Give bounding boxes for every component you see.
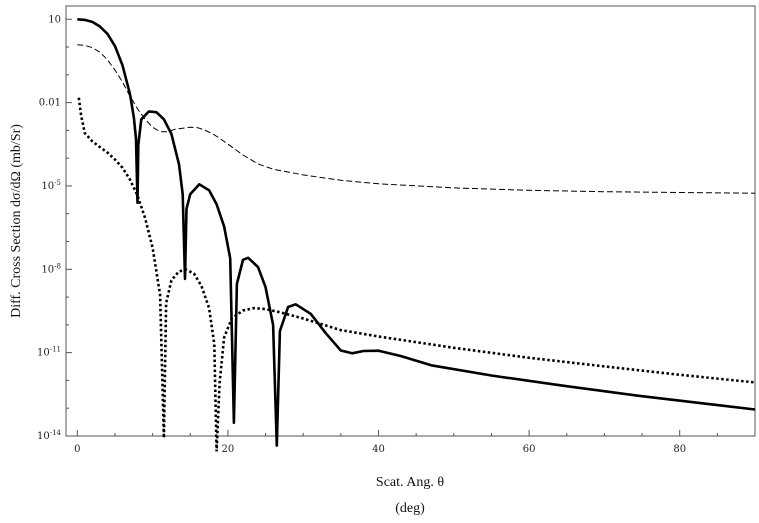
y-tick-label: 10-8 — [41, 262, 61, 275]
x-tick-label: 80 — [673, 444, 686, 455]
y-axis-title: Diff. Cross Section dσ/dΩ (mb/Sr) — [9, 124, 24, 318]
y-tick-label: 0.01 — [39, 98, 61, 109]
axis-ticks: 0 20 40 60 80 10 0.01 10-5 10-8 10-11 10-14 — [37, 14, 756, 455]
y-tick-label: 10-14 — [37, 429, 62, 442]
x-tick-label: 60 — [523, 444, 536, 455]
series-line-1 — [77, 18, 756, 447]
y-tick-label: 10-5 — [41, 179, 61, 192]
x-axis-title: Scat. Ang. θ — [376, 475, 444, 490]
x-tick-label: 40 — [372, 444, 385, 455]
plot-area-frame — [65, 5, 756, 437]
x-axis-unit: (deg) — [395, 501, 425, 516]
series-line-2 — [77, 44, 756, 194]
y-tick-label: 10 — [48, 14, 61, 25]
y-tick-label: 10-11 — [37, 346, 61, 359]
x-tick-label: 0 — [74, 444, 80, 455]
series-group — [77, 18, 756, 452]
x-tick-label: 20 — [222, 444, 235, 455]
